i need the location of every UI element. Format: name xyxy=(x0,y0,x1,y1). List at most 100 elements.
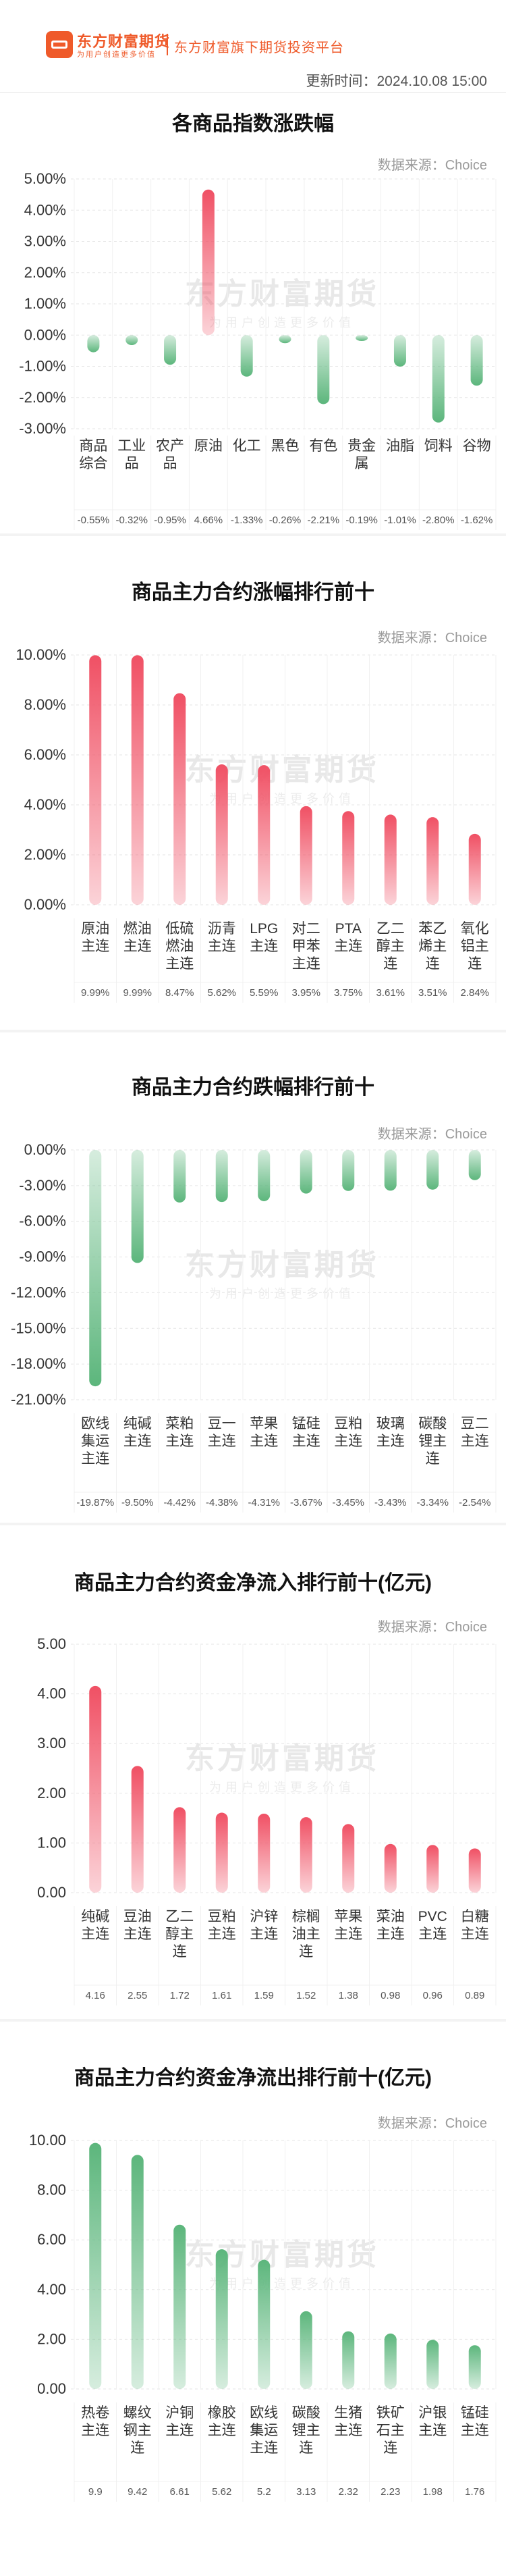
bar xyxy=(426,1150,439,1190)
value-label: 2.84% xyxy=(460,987,489,999)
bar xyxy=(202,189,215,336)
bar xyxy=(342,1824,355,1893)
bar xyxy=(87,335,100,352)
category-label: 苯乙 xyxy=(418,921,447,937)
value-label: 8.47% xyxy=(165,987,194,999)
update-time: 更新时间：2024.10.08 15:00 xyxy=(306,74,488,89)
category-label: 主连 xyxy=(123,939,152,954)
category-label: 主连 xyxy=(418,1926,447,1942)
category-label: 连 xyxy=(299,1944,313,1960)
y-tick-label: 4.00% xyxy=(24,201,66,218)
value-label: 2.32 xyxy=(339,2486,358,2498)
category-label: 谷物 xyxy=(463,438,491,454)
value-label: -3.67% xyxy=(290,1497,322,1508)
y-tick-label: -6.00% xyxy=(19,1213,66,1230)
value-label: -3.34% xyxy=(416,1497,449,1508)
category-label: 综合 xyxy=(79,456,107,471)
category-label: 碳酸 xyxy=(292,2405,320,2421)
category-label: 热卷 xyxy=(81,2405,109,2421)
data-source-label: 数据来源：Choice xyxy=(377,158,487,173)
bar xyxy=(89,1150,102,1387)
category-label: 豆一 xyxy=(208,1416,236,1431)
watermark-text: 东方财富期货 xyxy=(185,1248,379,1282)
category-label: 连 xyxy=(173,1944,187,1960)
section-divider xyxy=(0,533,506,536)
y-tick-label: -18.00% xyxy=(11,1355,66,1372)
y-tick-label: 2.00% xyxy=(24,264,66,281)
category-label: 贵金 xyxy=(347,438,376,454)
y-tick-label: 10.00% xyxy=(16,646,66,663)
category-label: 橡胶 xyxy=(208,2405,236,2421)
category-label: 农产 xyxy=(156,438,184,454)
category-label: 连 xyxy=(130,2440,144,2456)
value-label: 1.76 xyxy=(465,2486,484,2498)
category-label: 主连 xyxy=(418,2423,447,2438)
category-label: 主连 xyxy=(250,1434,278,1449)
value-label: 0.89 xyxy=(465,1990,484,2001)
watermark-text: 东方财富期货 xyxy=(185,754,379,787)
category-label: 工业 xyxy=(117,438,146,454)
bar xyxy=(89,1685,102,1893)
value-label: -19.87% xyxy=(76,1497,114,1508)
bar xyxy=(131,2155,144,2389)
value-label: 5.62% xyxy=(207,987,236,999)
value-label: -4.31% xyxy=(248,1497,280,1508)
bar xyxy=(258,2259,271,2389)
y-tick-label: 1.00 xyxy=(37,1834,66,1851)
value-label: 3.95% xyxy=(291,987,320,999)
bar xyxy=(432,335,445,423)
value-label: 5.59% xyxy=(250,987,279,999)
value-label: 3.13 xyxy=(296,2486,316,2498)
category-label: 钢主 xyxy=(123,2423,152,2438)
category-label: 对二 xyxy=(292,921,320,937)
category-label: 燃油 xyxy=(123,921,152,937)
value-label: -0.32% xyxy=(115,515,148,526)
category-label: 主连 xyxy=(81,939,109,954)
y-tick-label: 0.00% xyxy=(24,1141,66,1158)
y-tick-label: 4.00 xyxy=(37,1685,66,1702)
category-label: 主连 xyxy=(250,939,278,954)
category-label: 主连 xyxy=(461,1434,489,1449)
y-tick-label: 10.00 xyxy=(29,2132,66,2149)
bar xyxy=(173,1150,186,1203)
bar xyxy=(215,764,228,905)
y-tick-label: 2.00 xyxy=(37,1785,66,1802)
watermark-text: 东方财富期货 xyxy=(185,278,379,311)
category-label: 主连 xyxy=(334,2423,362,2438)
category-label: 集运 xyxy=(250,2423,278,2438)
category-label: 铁矿 xyxy=(376,2405,405,2421)
category-label: 醇主 xyxy=(165,1926,194,1942)
chart-title: 商品主力合约资金净流出排行前十(亿元) xyxy=(74,2067,432,2089)
y-tick-label: -21.00% xyxy=(11,1391,66,1408)
value-label: -3.45% xyxy=(332,1497,364,1508)
y-tick-label: 6.00% xyxy=(24,746,66,763)
bar xyxy=(426,1845,439,1893)
bar xyxy=(131,1150,144,1263)
category-label: 燃油 xyxy=(165,939,194,954)
value-label: 0.96 xyxy=(423,1990,443,2001)
bar xyxy=(384,1843,397,1893)
bar xyxy=(468,2345,481,2389)
category-label: 商品 xyxy=(79,438,107,454)
chart-section-4: 商品主力合约资金净流入排行前十(亿元) 数据来源：Choice 东方财富期货 为用户创… xyxy=(0,1523,506,2022)
category-label: 集运 xyxy=(81,1434,109,1449)
bar xyxy=(215,2249,228,2389)
category-label: 主连 xyxy=(250,1926,278,1942)
category-label: 黑色 xyxy=(271,438,300,454)
chart-section-5: 商品主力合约资金净流出排行前十(亿元) 数据来源：Choice 东方财富期货 为用户创… xyxy=(0,2019,506,2519)
category-label: 锂主 xyxy=(292,2423,320,2438)
category-label: 醇主 xyxy=(376,939,405,954)
category-label: 乙二 xyxy=(376,921,405,937)
watermark-subtext: 为用户创造更多价值 xyxy=(209,792,355,806)
bar xyxy=(258,1813,271,1893)
category-label: 主连 xyxy=(208,1926,236,1942)
category-label: 欧线 xyxy=(81,1416,109,1431)
value-label: -1.62% xyxy=(461,515,493,526)
value-label: -2.54% xyxy=(459,1497,491,1508)
y-tick-label: 8.00 xyxy=(37,2182,66,2199)
category-label: 沪铜 xyxy=(165,2405,194,2421)
bar xyxy=(300,1150,312,1194)
bar xyxy=(384,814,397,905)
bar xyxy=(426,817,439,905)
category-label: 主连 xyxy=(292,956,320,972)
